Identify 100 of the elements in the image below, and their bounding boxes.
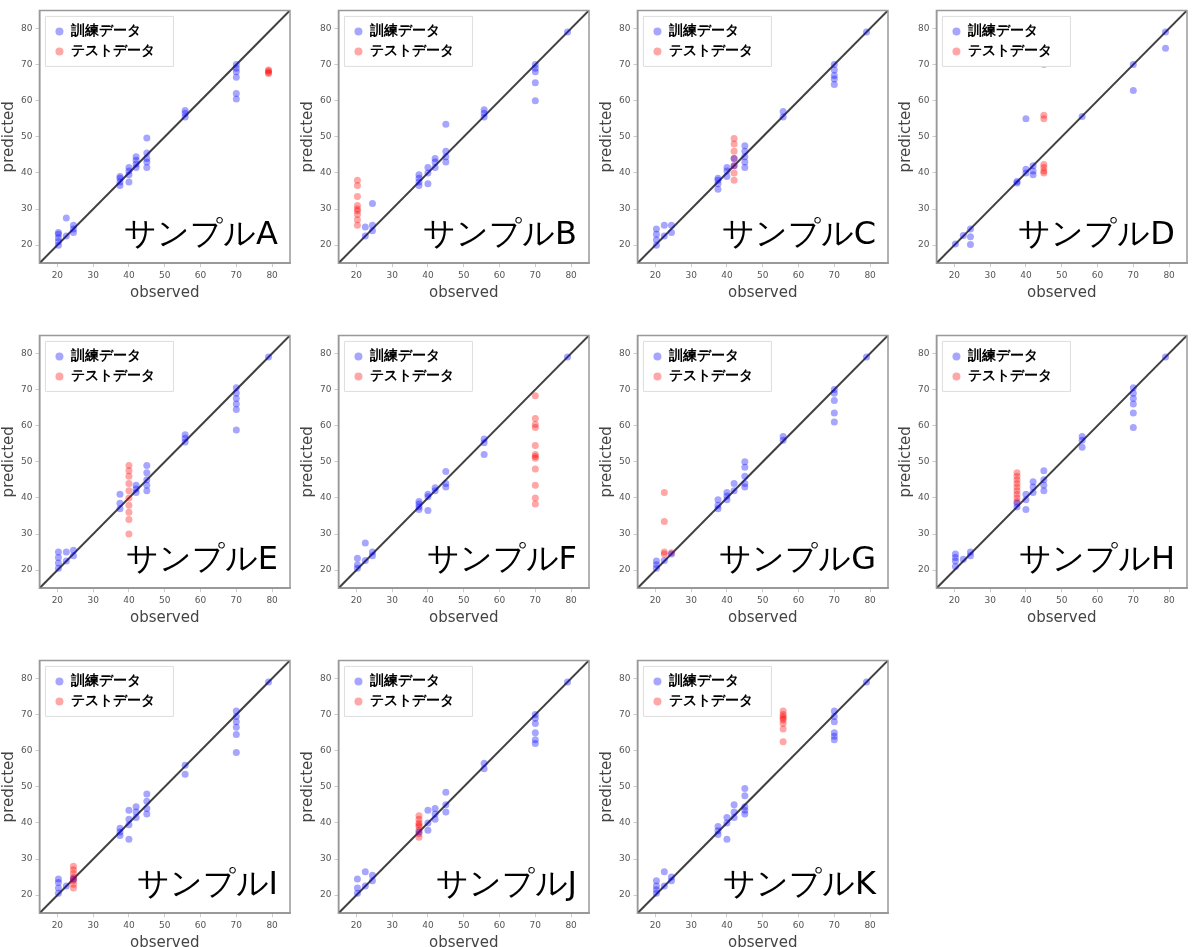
- annotation: サンプルA: [124, 213, 279, 252]
- point: [1022, 115, 1030, 123]
- point: [424, 507, 432, 515]
- x-tick-label: 50: [1056, 594, 1068, 605]
- y-tick-label: 80: [320, 22, 332, 33]
- x-tick-label: 30: [984, 269, 997, 280]
- point: [125, 164, 133, 171]
- point: [531, 97, 539, 105]
- x-tick-label: 60: [1091, 269, 1104, 280]
- legend-label: 訓練データ: [70, 672, 142, 689]
- x-tick-label: 80: [266, 919, 279, 930]
- y-tick-label: 20: [918, 239, 930, 250]
- point: [660, 221, 668, 229]
- x-tick-label: 80: [1163, 594, 1176, 605]
- point: [730, 487, 738, 495]
- y-tick-label: 80: [619, 22, 631, 33]
- point: [779, 108, 787, 116]
- point: [353, 201, 361, 209]
- point: [667, 229, 675, 236]
- y-tick-label: 60: [918, 95, 930, 106]
- x-axis-title: observed: [129, 282, 200, 301]
- x-tick-label: 20: [51, 919, 64, 930]
- point: [116, 499, 124, 507]
- y-tick-label: 70: [619, 708, 631, 719]
- legend-label: 訓練データ: [668, 347, 740, 364]
- point: [730, 479, 738, 487]
- point: [116, 490, 124, 498]
- x-tick-label: 60: [194, 594, 207, 605]
- point: [480, 759, 488, 767]
- y-axis-title: predicted: [297, 101, 316, 173]
- y-tick-label: 40: [320, 817, 332, 828]
- point: [830, 736, 838, 744]
- point: [966, 225, 974, 233]
- y-tick-label: 80: [619, 672, 631, 683]
- point: [531, 465, 539, 473]
- point: [232, 395, 240, 403]
- y-tick-label: 50: [619, 781, 631, 792]
- point: [361, 232, 369, 240]
- point: [723, 814, 731, 821]
- point: [1040, 115, 1048, 123]
- point: [723, 835, 731, 843]
- point: [232, 68, 240, 76]
- legend-label: テストデータ: [71, 367, 156, 384]
- point: [353, 192, 361, 200]
- y-tick-label: 60: [619, 420, 631, 431]
- x-tick-label: 30: [87, 594, 100, 605]
- point: [431, 804, 439, 812]
- x-tick-label: 50: [458, 269, 470, 280]
- x-tick-label: 20: [649, 269, 662, 280]
- point: [1078, 443, 1086, 451]
- point: [830, 718, 838, 726]
- x-tick-label: 80: [864, 594, 877, 605]
- x-tick-label: 50: [757, 919, 769, 930]
- x-tick-label: 60: [493, 594, 506, 605]
- legend-label: 訓練データ: [668, 22, 740, 39]
- point: [1022, 490, 1030, 498]
- point: [424, 826, 432, 834]
- x-tick-label: 40: [123, 919, 135, 930]
- point: [741, 479, 749, 487]
- point: [181, 761, 189, 769]
- point: [361, 882, 369, 890]
- y-tick-label: 80: [918, 347, 930, 358]
- point: [1162, 44, 1170, 52]
- x-tick-label: 80: [266, 594, 279, 605]
- y-tick-label: 50: [320, 131, 332, 142]
- x-tick-label: 20: [350, 269, 363, 280]
- point: [863, 28, 871, 36]
- point: [353, 182, 361, 190]
- x-tick-label: 50: [458, 594, 470, 605]
- y-tick-label: 70: [918, 58, 930, 69]
- y-tick-label: 50: [619, 456, 631, 467]
- y-tick-label: 70: [619, 383, 631, 394]
- y-tick-label: 30: [918, 203, 930, 214]
- point: [779, 720, 787, 728]
- x-tick-label: 80: [565, 919, 578, 930]
- point: [531, 79, 539, 87]
- point: [531, 414, 539, 422]
- y-tick-label: 30: [619, 203, 631, 214]
- x-tick-label: 40: [422, 269, 434, 280]
- point: [951, 550, 959, 558]
- y-tick-label: 70: [21, 58, 33, 69]
- point: [232, 405, 240, 413]
- legend-label: 訓練データ: [668, 672, 740, 689]
- y-tick-label: 20: [918, 564, 930, 575]
- point: [830, 80, 838, 88]
- legend-label: テストデータ: [370, 42, 455, 59]
- point: [265, 353, 273, 361]
- legend-label: テストデータ: [370, 367, 455, 384]
- legend-label: 訓練データ: [369, 347, 441, 364]
- legend-label: テストデータ: [968, 42, 1053, 59]
- point: [143, 149, 151, 157]
- x-tick-label: 30: [685, 919, 698, 930]
- point: [723, 489, 731, 496]
- y-axis-title: predicted: [596, 101, 615, 173]
- point: [1162, 28, 1170, 36]
- annotation: サンプルD: [1018, 213, 1175, 252]
- y-tick-label: 50: [320, 456, 332, 467]
- point: [232, 748, 240, 756]
- x-tick-label: 30: [87, 919, 100, 930]
- x-tick-label: 60: [792, 594, 805, 605]
